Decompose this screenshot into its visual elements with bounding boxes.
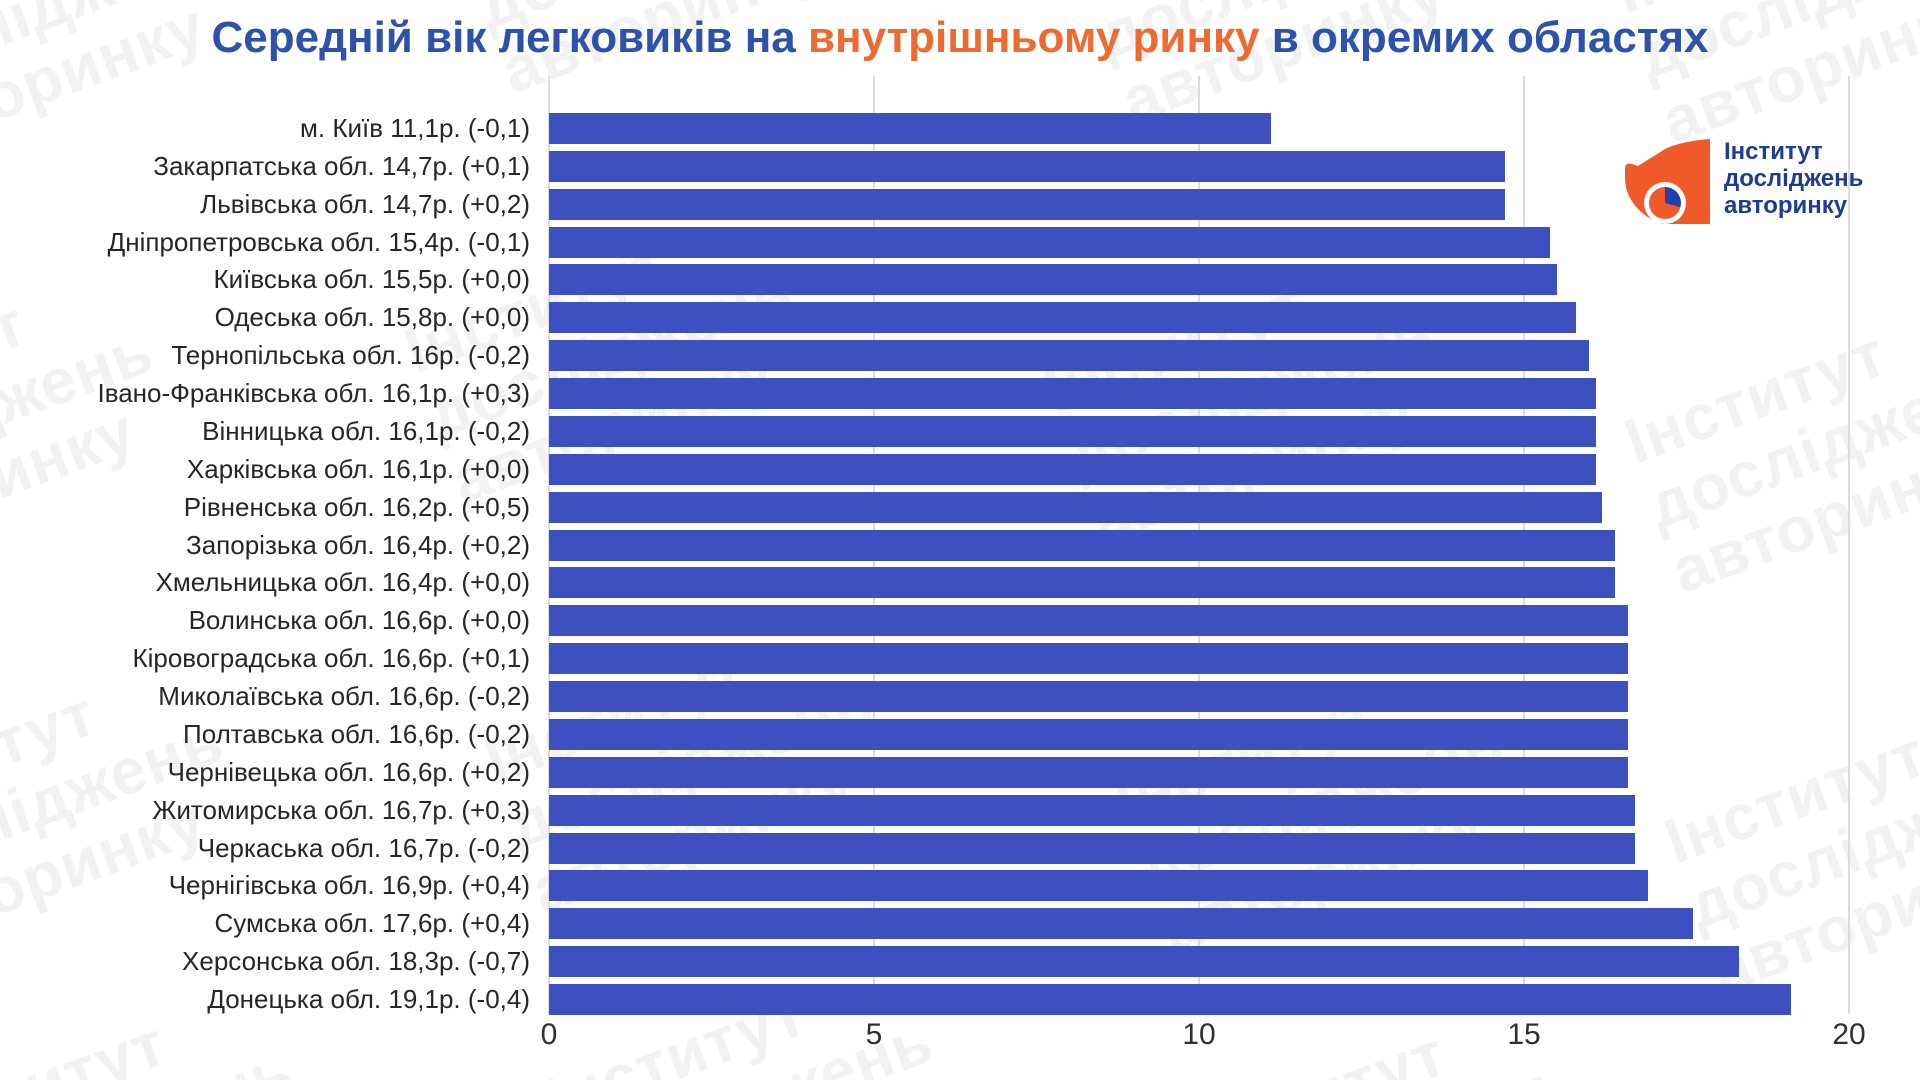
bar	[549, 984, 1791, 1015]
bar	[549, 113, 1271, 144]
category-label: Рівненська обл. 16,2р. (+0,5)	[183, 492, 530, 522]
bar	[549, 567, 1615, 598]
category-label: Київська обл. 15,5р. (+0,0)	[213, 264, 530, 294]
bar-row: Тернопільська обл. 16р. (-0,2)	[0, 340, 1920, 371]
x-tick-label: 20	[1832, 1018, 1866, 1051]
category-label: Дніпропетровська обл. 15,4р. (-0,1)	[107, 227, 530, 257]
category-label: Закарпатська обл. 14,7р. (+0,1)	[153, 151, 530, 181]
bar-row: Хмельницька обл. 16,4р. (+0,0)	[0, 567, 1920, 598]
category-label: Полтавська обл. 16,6р. (-0,2)	[183, 719, 530, 749]
pie-chart-slices	[1649, 187, 1681, 219]
category-label: Вінницька обл. 16,1р. (-0,2)	[202, 416, 530, 446]
bar-row: Волинська обл. 16,6р. (+0,0)	[0, 605, 1920, 636]
pie-chart-icon	[1644, 182, 1686, 224]
bar-row: Житомирська обл. 16,7р. (+0,3)	[0, 795, 1920, 826]
page-title: Середній вік легковиків на внутрішньому …	[0, 13, 1920, 62]
bar-row: Чернівецька обл. 16,6р. (+0,2)	[0, 757, 1920, 788]
category-label: Чернігівська обл. 16,9р. (+0,4)	[168, 870, 530, 900]
bar-row: Херсонська обл. 18,3р. (-0,7)	[0, 946, 1920, 977]
bar-row: Івано-Франківська обл. 16,1р. (+0,3)	[0, 378, 1920, 409]
bar-row: м. Київ 11,1р. (-0,1)	[0, 113, 1920, 144]
bar	[549, 492, 1602, 523]
category-label: Донецька обл. 19,1р. (-0,4)	[207, 984, 530, 1014]
bar-row: Донецька обл. 19,1р. (-0,4)	[0, 984, 1920, 1015]
bar	[549, 454, 1596, 485]
category-label: Херсонська обл. 18,3р. (-0,7)	[182, 946, 530, 976]
category-label: Чернівецька обл. 16,6р. (+0,2)	[167, 757, 530, 787]
bar-row: Кіровоградська обл. 16,6р. (+0,1)	[0, 643, 1920, 674]
category-label: Львівська обл. 14,7р. (+0,2)	[200, 189, 530, 219]
bar-row: Закарпатська обл. 14,7р. (+0,1)	[0, 151, 1920, 182]
bar-row: Рівненська обл. 16,2р. (+0,5)	[0, 492, 1920, 523]
category-label: Миколаївська обл. 16,6р. (-0,2)	[158, 681, 530, 711]
category-label: Житомирська обл. 16,7р. (+0,3)	[152, 795, 530, 825]
bar-row: Київська обл. 15,5р. (+0,0)	[0, 264, 1920, 295]
category-label: Одеська обл. 15,8р. (+0,0)	[214, 302, 530, 332]
gridline	[1848, 76, 1850, 1014]
bar	[549, 833, 1635, 864]
bar	[549, 378, 1596, 409]
logo: Інститут досліджень авторинку	[1620, 138, 1863, 228]
bar-row: Харківська обл. 16,1р. (+0,0)	[0, 454, 1920, 485]
category-label: Тернопільська обл. 16р. (-0,2)	[171, 340, 530, 370]
bar-row: Запорізька обл. 16,4р. (+0,2)	[0, 530, 1920, 561]
x-tick-label: 0	[540, 1018, 558, 1051]
bar	[549, 530, 1615, 561]
title-text-left: Середній вік легковиків на	[211, 13, 808, 62]
bar	[549, 605, 1628, 636]
x-tick-label: 15	[1507, 1018, 1541, 1051]
category-label: м. Київ 11,1р. (-0,1)	[300, 113, 530, 143]
bar-row: Сумська обл. 17,6р. (+0,4)	[0, 908, 1920, 939]
car-icon	[1620, 138, 1714, 228]
category-label: Кіровоградська обл. 16,6р. (+0,1)	[132, 643, 530, 673]
category-label: Хмельницька обл. 16,4р. (+0,0)	[155, 567, 530, 597]
category-label: Черкаська обл. 16,7р. (-0,2)	[197, 833, 530, 863]
bar-row: Одеська обл. 15,8р. (+0,0)	[0, 302, 1920, 333]
bar	[549, 643, 1628, 674]
bar	[549, 795, 1635, 826]
x-tick-label: 5	[865, 1018, 883, 1051]
bar-row: Львівська обл. 14,7р. (+0,2)	[0, 189, 1920, 220]
category-label: Волинська обл. 16,6р. (+0,0)	[188, 605, 530, 635]
bar-row: Полтавська обл. 16,6р. (-0,2)	[0, 719, 1920, 750]
bar	[549, 757, 1628, 788]
bar	[549, 946, 1739, 977]
category-label: Сумська обл. 17,6р. (+0,4)	[214, 908, 531, 938]
bar	[549, 264, 1557, 295]
category-label: Харківська обл. 16,1р. (+0,0)	[186, 454, 530, 484]
bar-row: Дніпропетровська обл. 15,4р. (-0,1)	[0, 227, 1920, 258]
bar-row: Вінницька обл. 16,1р. (-0,2)	[0, 416, 1920, 447]
bar	[549, 908, 1693, 939]
bar	[549, 189, 1505, 220]
bar-row: Чернігівська обл. 16,9р. (+0,4)	[0, 870, 1920, 901]
logo-text: Інститут досліджень авторинку	[1724, 138, 1864, 220]
bar	[549, 340, 1589, 371]
x-tick-label: 10	[1182, 1018, 1216, 1051]
title-text-right: в окремих областях	[1259, 13, 1709, 62]
bar-row: Черкаська обл. 16,7р. (-0,2)	[0, 833, 1920, 864]
bar	[549, 227, 1550, 258]
bar	[549, 870, 1648, 901]
title-highlight: внутрішньому ринку	[807, 13, 1260, 62]
category-label: Івано-Франківська обл. 16,1р. (+0,3)	[97, 378, 530, 408]
bar-row: Миколаївська обл. 16,6р. (-0,2)	[0, 681, 1920, 712]
bar	[549, 302, 1576, 333]
category-label: Запорізька обл. 16,4р. (+0,2)	[186, 530, 530, 560]
bar	[549, 416, 1596, 447]
bar	[549, 681, 1628, 712]
bar	[549, 719, 1628, 750]
bar	[549, 151, 1505, 182]
